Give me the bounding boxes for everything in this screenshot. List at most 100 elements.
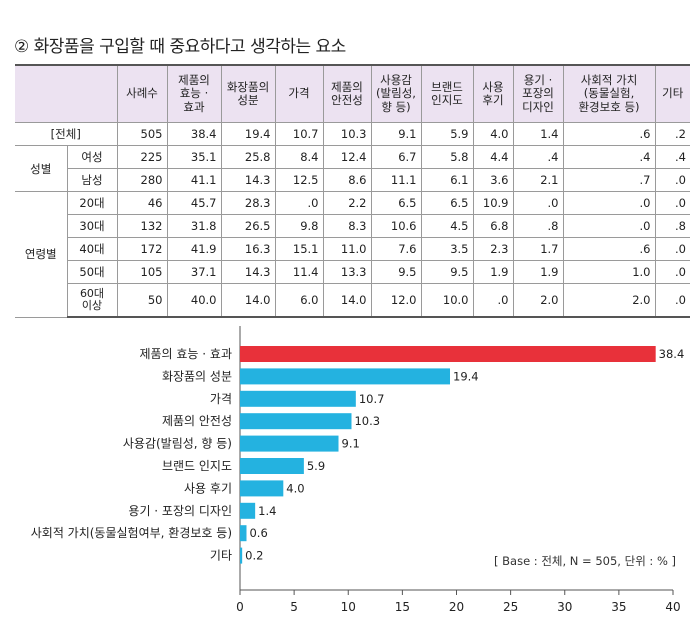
table-cell: 35.1: [166, 145, 222, 169]
table-cell: 10.0: [420, 283, 474, 318]
category-label: 사회적 가치(동물실험여부, 환경보호 등): [31, 526, 232, 540]
table-cell: 105: [116, 260, 168, 284]
row-label: 40대: [67, 237, 118, 261]
table-header-cell: 가격: [274, 64, 324, 123]
table-header-row: 사례수 제품의 효능 · 효과 화장품의 성분 가격 제품의 안전성 사용감 (발림성, 향 등) 브랜…: [15, 64, 690, 123]
table-cell: 41.1: [166, 168, 222, 192]
table-cell: .6: [562, 237, 656, 261]
table-cell: 6.1: [420, 168, 474, 192]
table-cell: 6.7: [370, 145, 422, 169]
table-cell: .0: [654, 237, 690, 261]
table-cell: 1.9: [472, 260, 514, 284]
table-header-cell: 제품의 안전성: [322, 64, 372, 123]
table-header-cell: 화장품의 성분: [220, 64, 276, 123]
table-cell: .4: [512, 145, 564, 169]
data-label: 5.9: [307, 459, 325, 473]
table-cell: 38.4: [166, 122, 222, 146]
bar: [240, 458, 304, 474]
table-header-cell: 기타: [654, 64, 690, 123]
table-cell: 2.0: [562, 283, 656, 318]
table-cell: 1.4: [512, 122, 564, 146]
data-label: 1.4: [258, 504, 276, 518]
table-cell: 9.1: [370, 122, 422, 146]
table-cell: 2.2: [322, 191, 372, 215]
table-cell: 31.8: [166, 214, 222, 238]
table-cell: 1.0: [562, 260, 656, 284]
group-label: 연령별: [15, 191, 68, 318]
table-cell: 11.1: [370, 168, 422, 192]
category-label: 기타: [210, 549, 232, 563]
bar: [240, 525, 247, 542]
table-cell: 14.0: [322, 283, 372, 318]
table-header-cell: 제품의 효능 · 효과: [166, 64, 222, 123]
table-cell: 9.5: [370, 260, 422, 284]
table-row-total: [전체] 505 38.4 19.4 10.7 10.3 9.1 5.9 4.0 1.4.6.2: [15, 122, 690, 146]
table-cell: 45.7: [166, 191, 222, 215]
table-row: 50대 105 37.1 14.3 11.4 13.3 9.5 9.5 1.9 1.9 1.0.0: [15, 260, 690, 284]
group-label: 성별: [15, 145, 68, 192]
table-cell: 5.9: [420, 122, 474, 146]
x-tick-label: 15: [395, 600, 410, 614]
data-label: 10.7: [359, 392, 385, 406]
table-cell: 14.3: [220, 260, 276, 284]
table-header-cell: 사회적 가치 (동물실험, 환경보호 등): [562, 64, 656, 123]
row-label: 20대: [66, 191, 118, 215]
bar: [240, 390, 356, 407]
bar: [240, 368, 451, 385]
x-tick-label: 25: [503, 600, 518, 614]
table-cell: .0: [654, 260, 690, 284]
data-label: 10.3: [354, 414, 380, 428]
x-tick-label: 10: [341, 600, 356, 614]
table-cell: 8.6: [322, 168, 372, 192]
data-label: 9.1: [342, 437, 360, 451]
table-header-cell: 사용 후기: [472, 64, 514, 123]
x-tick-label: 35: [611, 600, 626, 614]
table-cell: 12.0: [370, 283, 422, 318]
category-label: 사용감(발림성, 향 등): [123, 437, 232, 451]
table-header-cell: 용기 · 포장의 디자인: [512, 64, 564, 123]
bar: [240, 435, 339, 452]
table-header-cell: 사용감 (발림성, 향 등): [370, 64, 422, 123]
table-cell: 8.4: [274, 145, 324, 169]
table-cell: 50: [116, 283, 168, 318]
data-label: 38.4: [659, 347, 685, 361]
category-label: 사용 후기: [184, 481, 232, 495]
bar: [240, 346, 656, 362]
x-tick-label: 30: [557, 600, 572, 614]
table-cell: 9.5: [420, 260, 474, 284]
table-cell: .0: [654, 283, 690, 318]
table-cell: 3.6: [472, 168, 514, 192]
table-cell: 280: [116, 168, 168, 192]
table-row: 성별 여성 225 35.1 25.8 8.4 12.4 6.7 5.8 4.4.4.4.4: [15, 145, 690, 192]
x-tick-label: 5: [290, 600, 298, 614]
bar: [240, 413, 352, 430]
table-cell: 2.1: [512, 168, 564, 192]
table-cell: 13.3: [322, 260, 372, 284]
table-row: 60대 이상 50 40.0 14.0 6.0 14.0 12.0 10.0.0 2.0 2.0.0: [15, 283, 690, 318]
bar: [240, 502, 256, 519]
category-label: 가격: [210, 392, 232, 406]
data-label: 0.6: [249, 526, 267, 540]
table-row: 남성 280 41.1 14.3 12.5 8.6 11.1 6.1 3.6 2.1.7.0: [15, 168, 690, 192]
table-cell: 225: [116, 145, 168, 169]
table-cell: .0: [562, 191, 656, 215]
row-label: 60대 이상: [67, 283, 118, 318]
chart-note: [ Base : 전체, N = 505, 단위 : % ]: [492, 553, 679, 569]
table-cell: 16.3: [220, 237, 276, 261]
row-label: 50대: [67, 260, 118, 284]
table-cell: 26.5: [220, 214, 276, 238]
table-cell: 2.0: [512, 283, 564, 318]
category-label: 용기 · 포장의 디자인: [128, 504, 232, 518]
table-cell: 11.4: [274, 260, 324, 284]
table-cell: 10.3: [322, 122, 372, 146]
data-label: 4.0: [286, 481, 304, 495]
bar: [240, 480, 284, 497]
category-label: 브랜드 인지도: [162, 459, 232, 473]
category-label: 제품의 효능 · 효과: [139, 347, 232, 361]
table-cell: 9.8: [274, 214, 324, 238]
table-cell: 37.1: [166, 260, 222, 284]
x-tick-label: 20: [449, 600, 464, 614]
table-cell: 12.4: [322, 145, 372, 169]
table-header-cell: 브랜드 인지도: [420, 64, 474, 123]
